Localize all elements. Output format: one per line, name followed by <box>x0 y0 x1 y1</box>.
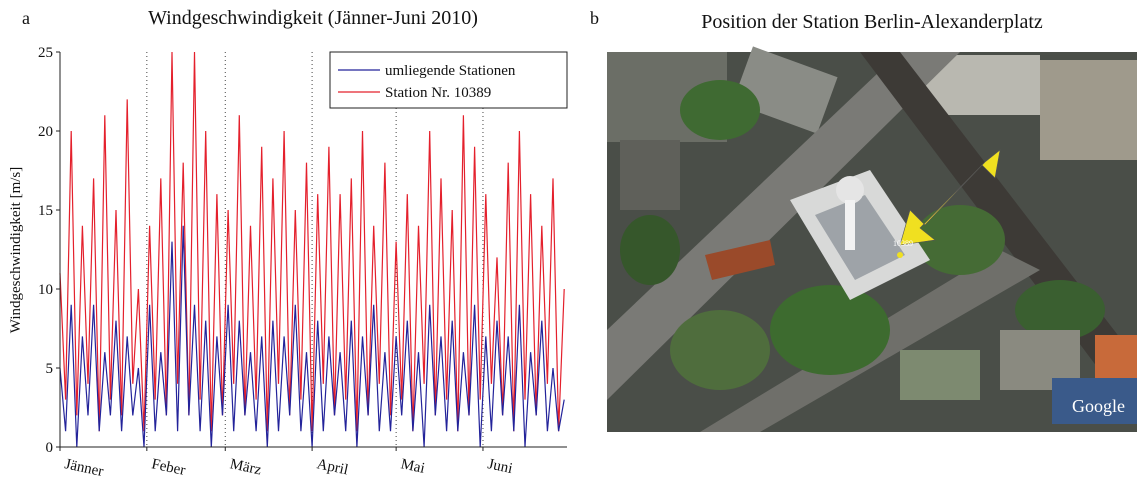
y-tick-label: 10 <box>38 282 53 298</box>
station-label: 10389 <box>893 239 913 248</box>
x-tick-label: April <box>315 456 349 478</box>
legend-label: Station Nr. 10389 <box>385 85 491 101</box>
chart-title: Windgeschwindigkeit (Jänner-Juni 2010) <box>148 7 478 29</box>
legend-box <box>329 51 568 109</box>
x-tick-label: März <box>228 456 263 478</box>
y-tick-label: 0 <box>46 440 54 456</box>
y-tick-label: 15 <box>38 203 53 219</box>
panel-label: a <box>22 8 30 28</box>
map-title: Position der Station Berlin-Alexanderpla… <box>701 11 1043 33</box>
x-tick-label: Juni <box>486 456 514 477</box>
x-tick-label: Jänner <box>63 456 105 480</box>
y-tick-label: 20 <box>38 124 53 140</box>
y-tick-label: 5 <box>46 361 54 377</box>
x-tick-label: Feber <box>150 456 187 479</box>
panel-label: b <box>590 8 599 28</box>
map: 10389 Google <box>607 46 1137 432</box>
y-tick-label: 25 <box>38 45 53 61</box>
y-axis-label: Windgeschwindigkeit [m/s] <box>8 167 24 333</box>
x-tick-label: Mai <box>399 456 426 477</box>
map-logo: Google <box>1072 396 1125 416</box>
legend-label: umliegende Stationen <box>385 63 516 79</box>
series-line <box>59 51 565 432</box>
